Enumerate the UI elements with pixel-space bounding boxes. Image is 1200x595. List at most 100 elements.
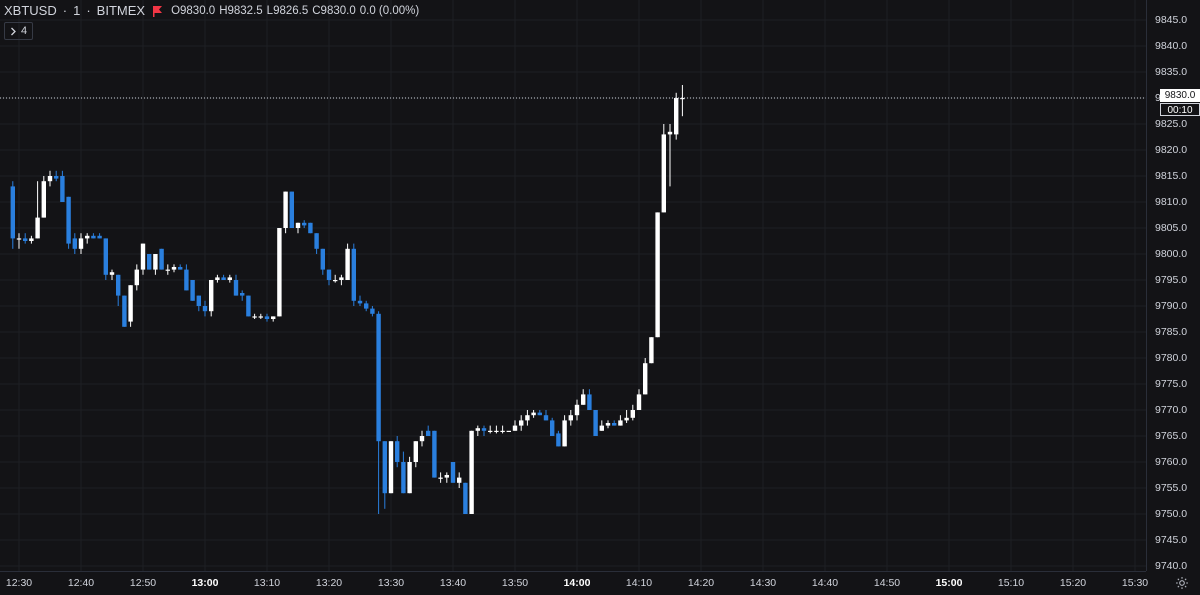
candle-body [612,423,617,426]
close-value: C9830.0 [312,4,356,17]
candle [649,337,654,364]
last-price-tag: 9830.0 [1160,89,1200,102]
candle-body [407,462,412,494]
time-tick-label: 14:00 [563,577,591,589]
candle [661,124,666,213]
candle [475,425,480,436]
candle-body [376,313,381,442]
candle [35,181,40,239]
time-tick-label: 12:40 [67,577,95,589]
candle [314,233,319,254]
candle-body [78,238,84,249]
time-axis[interactable]: 12:30 12:40 12:50 13:00 13:10 13:20 13:30 13:40… [0,571,1148,595]
candle-body [190,280,195,301]
candle-body [543,415,549,421]
candle [426,425,431,436]
candle-body [140,243,146,270]
high-value: H9832.5 [219,4,263,17]
candle [153,254,158,275]
candle-body [630,410,635,418]
candle [196,295,201,312]
price-tick-label: 9780.0 [1155,352,1188,364]
candle-body [599,425,604,431]
candle-body [147,254,152,270]
candle-body [16,238,22,240]
candle-body [469,430,474,514]
candle [16,233,22,249]
candle-body [463,482,468,514]
candle-body [401,462,406,494]
candle [444,472,449,483]
candle [407,456,412,494]
indicators-collapse-button[interactable]: 4 [4,22,34,40]
low-value: L9826.5 [266,4,309,17]
candlestick-chart[interactable] [0,0,1146,571]
candle [432,430,437,478]
candle-body [233,280,239,296]
candle [674,92,679,140]
candle-body [326,269,332,280]
candle-body [85,235,90,239]
time-tick-label: 13:40 [439,577,467,589]
candle [128,285,133,327]
price-axis[interactable]: 9845.0 9840.0 9835.0 9830.0 9825.0 9820.0 9815… [1146,0,1200,572]
candle [47,170,53,187]
time-tick-label: 13:00 [191,577,219,589]
candle [643,358,648,395]
candle-body [277,228,282,317]
candle-body [512,425,518,431]
chevron-right-icon [11,27,16,35]
candle [481,425,487,436]
candle-body [91,235,96,239]
candle [29,235,34,244]
candle [271,316,276,322]
candle-body [320,248,325,270]
candle [488,425,493,434]
time-tick-label: 14:20 [687,577,715,589]
candle [351,243,356,306]
candle [605,420,611,429]
candle [419,430,425,447]
symbol-name[interactable]: XBTUSD [4,3,57,18]
flag-icon[interactable] [153,5,163,17]
candle-body [655,212,660,338]
candle-body [370,308,375,314]
candle [401,451,406,494]
candle [345,243,350,280]
candle [147,254,152,270]
candle [636,389,642,410]
time-tick-label: 15:10 [997,577,1025,589]
candle-body [289,191,294,228]
candle-body [593,410,598,436]
candle [295,222,301,234]
candle [308,222,313,234]
candle [463,482,468,514]
price-tick-label: 9775.0 [1155,378,1188,390]
candle-body [581,394,586,405]
candle [209,280,214,317]
candle [413,441,418,468]
candle [357,295,363,306]
candle [54,170,59,182]
candle-body [395,441,400,462]
candle [240,290,245,301]
price-tick-label: 9845.0 [1155,14,1188,26]
price-tick-label: 9825.0 [1155,118,1188,130]
symbol-legend: XBTUSD · 1 · BITMEX O9830.0 H9832.5 L982… [4,3,423,18]
candle-body [661,134,666,213]
candle [630,404,635,421]
candle-body [178,267,183,270]
candle [543,410,549,421]
candle [60,170,65,202]
interval-label[interactable]: 1 [73,3,81,18]
candle [599,420,604,431]
candle-body [302,222,307,226]
exchange-label: BITMEX [96,3,146,18]
chart-pane[interactable] [0,0,1146,571]
gear-icon[interactable] [1175,576,1189,590]
time-tick-label: 13:50 [501,577,529,589]
candle-body [351,248,356,301]
time-tick-label: 12:30 [5,577,33,589]
time-tick-label: 15:20 [1059,577,1087,589]
candle-body [388,441,394,494]
